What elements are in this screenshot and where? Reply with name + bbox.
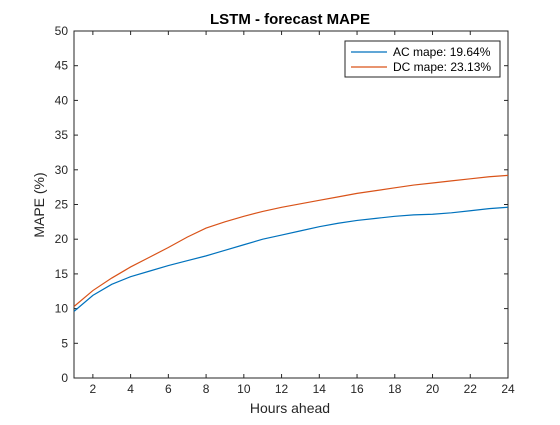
legend-label-0: AC mape: 19.64% [393, 45, 491, 59]
y-tick-label: 40 [55, 93, 69, 107]
y-tick-label: 10 [55, 302, 69, 316]
y-tick-label: 45 [55, 59, 69, 73]
x-tick-label: 14 [313, 382, 327, 396]
x-axis-label: Hours ahead [250, 400, 330, 416]
legend-label-1: DC mape: 23.13% [393, 60, 491, 74]
plot-area [73, 30, 509, 379]
x-tick-label: 12 [275, 382, 289, 396]
y-tick-label: 30 [55, 163, 69, 177]
x-tick-label: 16 [350, 382, 364, 396]
chart-title: LSTM - forecast MAPE [210, 11, 370, 28]
x-tick-label: 10 [237, 382, 251, 396]
x-tick-label: 24 [501, 382, 515, 396]
series-line-0 [73, 206, 509, 312]
x-tick-label: 8 [203, 382, 210, 396]
y-tick-label: 50 [55, 24, 69, 38]
x-tick-label: 4 [127, 382, 134, 396]
series-line-1 [73, 174, 509, 307]
legend-box [344, 40, 501, 78]
y-tick-label: 25 [55, 198, 69, 212]
y-axis-label: MAPE (%) [31, 172, 47, 237]
y-tick-label: 15 [55, 267, 69, 281]
y-tick-label: 35 [55, 128, 69, 142]
x-tick-label: 6 [165, 382, 172, 396]
x-tick-label: 2 [90, 382, 97, 396]
x-tick-label: 20 [426, 382, 440, 396]
y-tick-label: 5 [61, 336, 68, 350]
y-tick-label: 20 [55, 232, 69, 246]
series-lines [73, 174, 509, 312]
legend: AC mape: 19.64%DC mape: 23.13% [344, 40, 501, 78]
x-tick-label: 18 [388, 382, 402, 396]
y-tick-label: 0 [61, 371, 68, 385]
x-tick-label: 22 [464, 382, 478, 396]
